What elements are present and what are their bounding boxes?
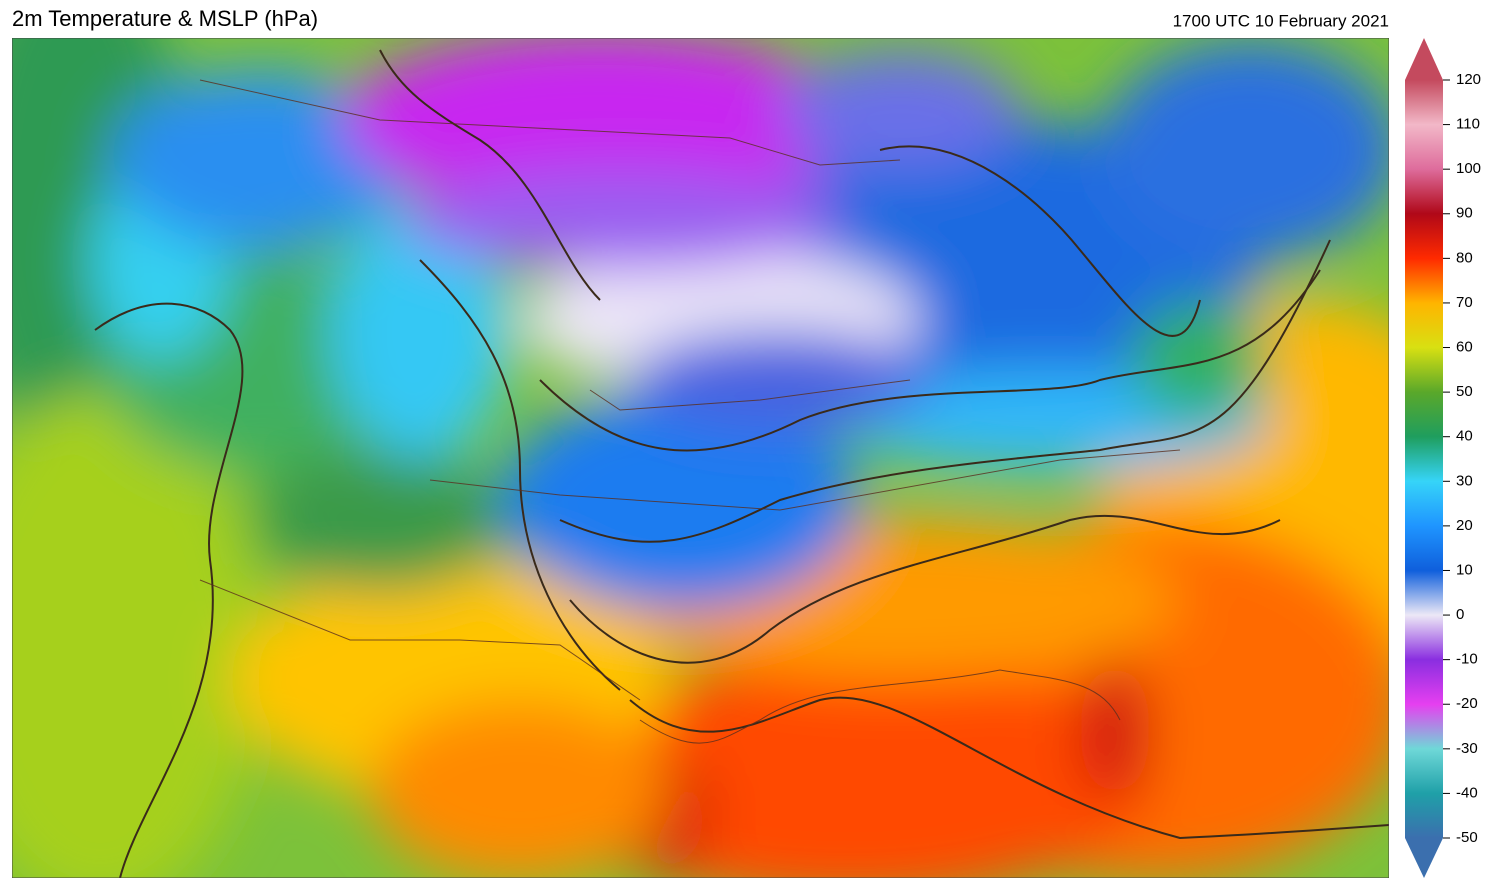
- colorbar-tick-label: 20: [1456, 517, 1473, 534]
- colorbar-body: [1405, 80, 1443, 838]
- colorbar-top-arrow: [1405, 38, 1443, 80]
- colorbar-tick-label: 0: [1456, 606, 1464, 623]
- colorbar-tick-label: -20: [1456, 695, 1478, 712]
- borders: [199, 79, 1181, 744]
- colorbar-tick-label: -30: [1456, 740, 1478, 757]
- colorbar-tick-label: -10: [1456, 651, 1478, 668]
- colorbar-tick-label: -40: [1456, 784, 1478, 801]
- colorbar-tick-label: -50: [1456, 829, 1478, 846]
- colorbar: -50 -40 -30 -20 -10 0 10 20 30 40 50 60 70 80 90 100 110…: [1405, 38, 1481, 878]
- colorbar-tick-label: 70: [1456, 294, 1473, 311]
- colorbar-tick-label: 90: [1456, 205, 1473, 222]
- title: 2m Temperature & MSLP (hPa): [12, 6, 318, 31]
- isobars: [94, 49, 1389, 878]
- colorbar-bottom-arrow: [1405, 838, 1443, 878]
- colorbar-tick-label: 60: [1456, 338, 1473, 355]
- colorbar-tick-label: 100: [1456, 160, 1481, 177]
- colorbar-tick-label: 10: [1456, 561, 1473, 578]
- colorbar-tick-label: 30: [1456, 472, 1473, 489]
- timestamp: 1700 UTC 10 February 2021: [1173, 11, 1389, 30]
- colorbar-tick-label: 120: [1456, 71, 1481, 88]
- colorbar-tick-label: 40: [1456, 428, 1473, 445]
- colorbar-tick-label: 110: [1456, 116, 1480, 133]
- colorbar-tick-label: 80: [1456, 249, 1473, 266]
- colorbar-tick-label: 50: [1456, 383, 1473, 400]
